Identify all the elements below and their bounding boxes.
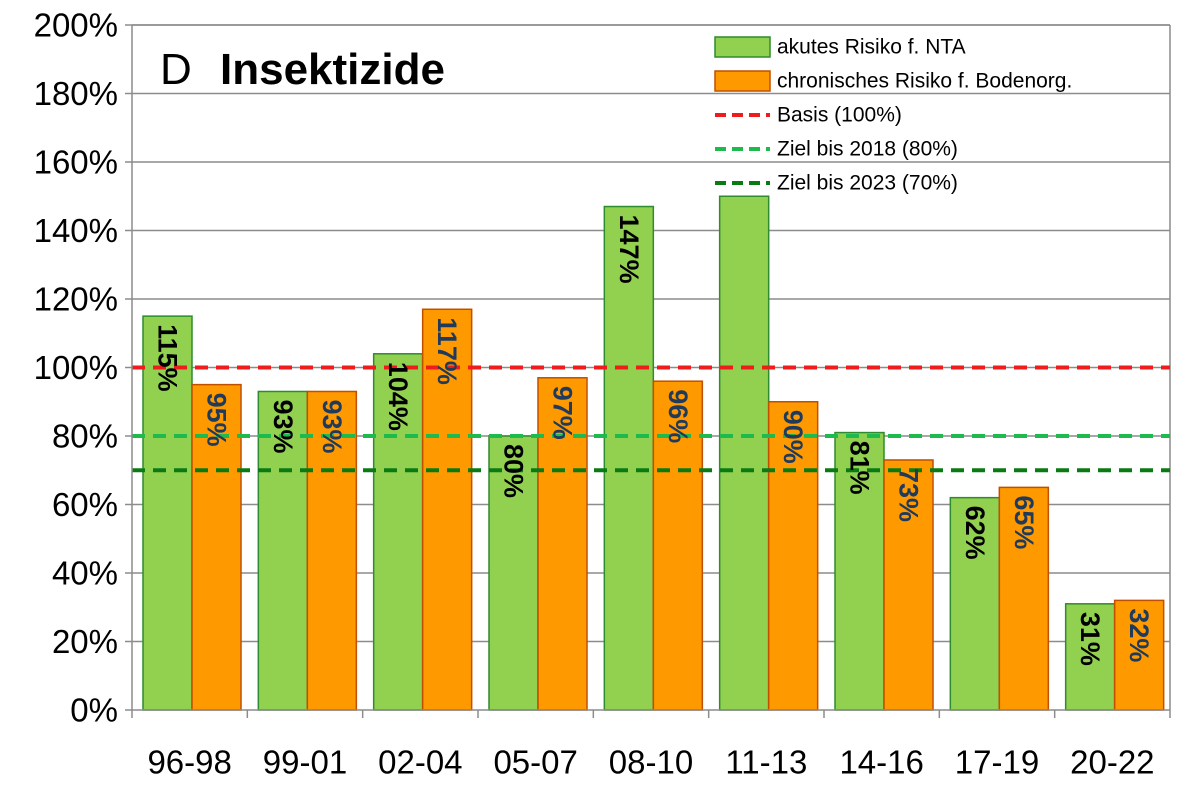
y-tick-label: 20%: [52, 623, 118, 660]
bar-data-label: 95%: [202, 393, 232, 447]
title-letter: D: [160, 45, 192, 94]
chart-title: D Insektizide: [160, 45, 445, 94]
y-tick-label: 40%: [52, 555, 118, 592]
x-tick-labels: 96-98 99-01 02-04 05-07 08-10 11-13 14-16 17-19…: [147, 744, 1154, 781]
bar: [1064, 603, 1116, 711]
bar-data-label: 97%: [548, 386, 578, 440]
x-tick-label: 02-04: [378, 744, 462, 781]
bar: [306, 390, 358, 711]
bar: [998, 486, 1050, 711]
x-tick-label: 99-01: [263, 744, 347, 781]
bar-data-label: 93%: [268, 399, 298, 453]
bar: [834, 431, 885, 711]
bar-data-label: 96%: [663, 389, 693, 443]
x-tick-label: 14-16: [839, 744, 923, 781]
y-tick-label: 80%: [52, 418, 118, 455]
x-tick-label: 05-07: [493, 744, 577, 781]
x-tick-label: 17-19: [955, 744, 1039, 781]
legend-label: Ziel bis 2018 (80%): [777, 138, 958, 161]
bar-data-label: 62%: [960, 506, 990, 560]
bar: [718, 195, 770, 711]
bar-data-label: 147%: [614, 215, 644, 284]
legend-swatch: [714, 70, 771, 92]
legend-label: akutes Risiko f. NTA: [777, 36, 966, 59]
y-tick-label: 180%: [34, 75, 118, 112]
bar-data-label: 93%: [317, 399, 347, 453]
x-tick-label: 11-13: [725, 744, 807, 781]
legend: akutes Risiko f. NTA chronisches Risiko f…: [714, 36, 1072, 195]
y-tick-label: 120%: [34, 281, 118, 318]
y-tick-label: 140%: [34, 212, 118, 249]
legend-label: Ziel bis 2023 (70%): [777, 172, 958, 195]
axes: [125, 24, 1171, 718]
x-tick-label: 20-22: [1070, 744, 1154, 781]
x-tick-label: 08-10: [609, 744, 693, 781]
y-tick-label: 0%: [70, 692, 118, 729]
bar: [1113, 599, 1165, 711]
bar-data-label: 115%: [153, 324, 183, 392]
bar-data-label: 117%: [432, 317, 462, 385]
bar-data-label: 80%: [499, 444, 529, 498]
reference-lines: [132, 365, 1170, 473]
bar-data-label: 90%: [778, 410, 808, 464]
legend-label: Basis (100%): [777, 104, 902, 127]
bar: [372, 353, 424, 711]
bar-data-label: 81%: [845, 441, 875, 495]
bars: [142, 195, 1165, 711]
bar-data-label: 104%: [383, 362, 413, 431]
legend-label: chronisches Risiko f. Bodenorg.: [777, 70, 1072, 93]
bar: [421, 308, 473, 711]
legend-swatch: [714, 36, 771, 58]
y-tick-label: 60%: [52, 486, 118, 523]
title-text: Insektizide: [220, 45, 445, 94]
x-tick-label: 96-98: [147, 744, 231, 781]
y-tick-label: 100%: [34, 349, 118, 386]
bar: [142, 315, 193, 711]
bar-data-label: 65%: [1009, 495, 1039, 549]
bar: [191, 383, 242, 711]
bar-labels: 115% 93% 104% 80% 147% 81% 62% 31% 95% 93% 117% 97%…: [153, 215, 1155, 666]
bar: [883, 459, 934, 711]
bar: [257, 390, 309, 711]
bar-data-label: 31%: [1075, 612, 1105, 666]
bar-data-label: 73%: [894, 468, 924, 522]
bar-data-label: 32%: [1124, 608, 1154, 662]
y-tick-label: 200%: [34, 7, 118, 44]
y-tick-labels: 0% 20% 40% 60% 80% 100% 120% 140% 160% 180% 200%: [34, 7, 118, 729]
y-tick-label: 160%: [34, 144, 118, 181]
